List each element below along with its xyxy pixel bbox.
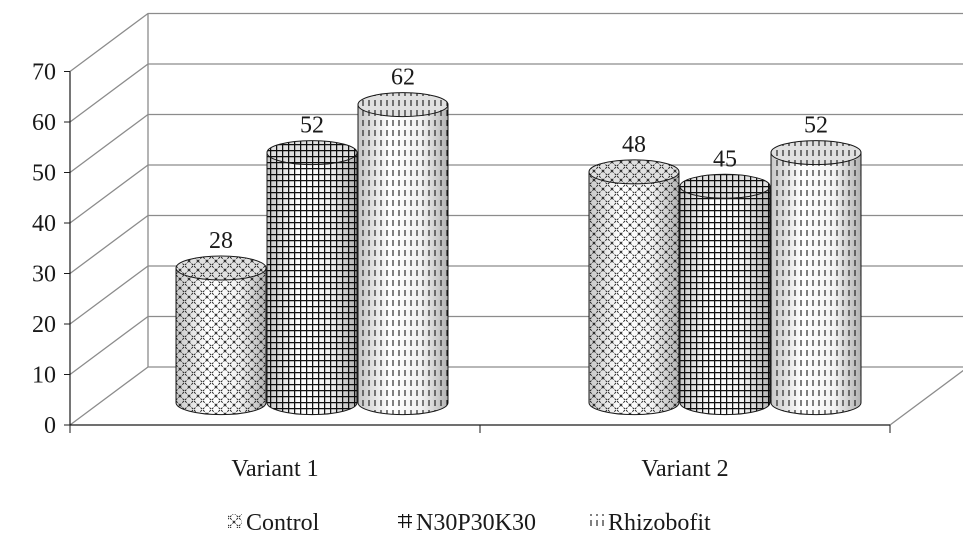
data-label: 62 bbox=[391, 65, 415, 91]
data-label: 28 bbox=[209, 228, 233, 254]
y-tick-label: 30 bbox=[32, 262, 56, 288]
x-tick-label: Variant 2 bbox=[641, 456, 728, 482]
floor-edge bbox=[889, 369, 963, 426]
legend-swatch bbox=[228, 514, 242, 528]
legend-label: N30P30K30 bbox=[416, 510, 536, 536]
gridline bbox=[69, 63, 963, 123]
legend-label: Rhizobofit bbox=[608, 510, 711, 536]
data-label: 52 bbox=[300, 113, 324, 139]
legend-swatch bbox=[590, 514, 604, 528]
legend-swatch bbox=[398, 514, 412, 528]
bar-control-1 bbox=[175, 255, 267, 416]
legend-item-rhizobofit: Rhizobofit bbox=[590, 510, 711, 536]
legend-label: Control bbox=[246, 510, 320, 536]
data-label: 45 bbox=[713, 146, 737, 172]
bar-n30p30k30-1 bbox=[266, 140, 358, 416]
bar-control-2 bbox=[588, 159, 680, 416]
bars bbox=[175, 92, 862, 416]
legend-item-control: Control bbox=[228, 510, 320, 536]
bar-rhizobofit-1 bbox=[357, 92, 449, 416]
gridline bbox=[69, 12, 963, 73]
y-tick-label: 70 bbox=[32, 60, 56, 86]
legend: Control N30P30K30 Rhizobofit bbox=[228, 510, 711, 536]
gridlines bbox=[69, 12, 963, 426]
bar-rhizobofit-2 bbox=[770, 140, 862, 416]
data-label: 52 bbox=[804, 113, 828, 139]
y-tick-label: 0 bbox=[44, 413, 56, 439]
y-tick-label: 50 bbox=[32, 161, 56, 187]
y-tick-label: 40 bbox=[32, 211, 56, 237]
y-tick-label: 20 bbox=[32, 312, 56, 338]
bar-n30p30k30-2 bbox=[679, 173, 771, 416]
y-axis-ticks: 0 10 20 30 40 50 60 70 bbox=[32, 60, 70, 439]
data-labels: 28 48 52 45 62 52 bbox=[209, 65, 828, 254]
y-tick-label: 10 bbox=[32, 363, 56, 389]
legend-item-n30p30k30: N30P30K30 bbox=[398, 510, 536, 536]
y-tick-label: 60 bbox=[32, 110, 56, 136]
x-tick-label: Variant 1 bbox=[231, 456, 318, 482]
x-axis-labels: Variant 1 Variant 2 bbox=[69, 425, 891, 482]
data-label: 48 bbox=[622, 132, 646, 158]
